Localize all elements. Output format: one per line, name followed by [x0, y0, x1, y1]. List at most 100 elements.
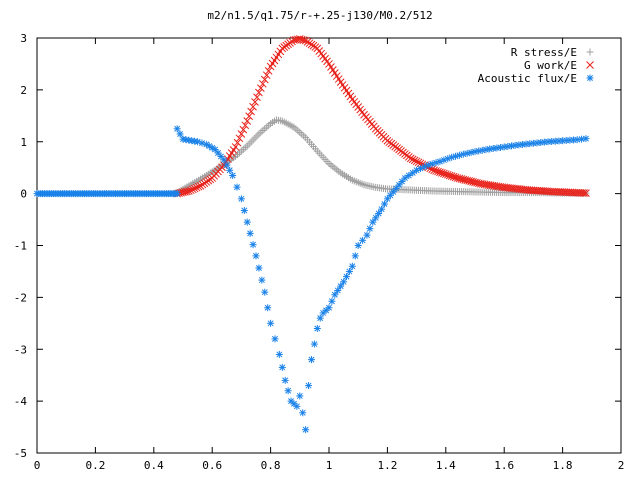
data-point [348, 262, 356, 270]
data-point [173, 190, 181, 198]
data-point [255, 264, 263, 272]
y-tick-label: -4 [14, 395, 28, 408]
legend-label: Acoustic flux/E [478, 72, 577, 85]
data-point [176, 130, 184, 138]
data-point [284, 387, 292, 395]
data-point [354, 242, 362, 249]
y-tick-label: -1 [14, 240, 27, 253]
data-point [369, 218, 377, 226]
data-point [190, 184, 199, 193]
data-point [231, 143, 240, 151]
data-point [249, 241, 257, 249]
data-point [243, 117, 252, 125]
series-3 [33, 190, 181, 198]
data-point [251, 98, 259, 106]
data-point [296, 392, 304, 400]
data-point [405, 171, 413, 179]
data-point [401, 174, 409, 182]
data-point [294, 127, 302, 135]
x-tick-label: 0.8 [261, 459, 281, 472]
data-point [327, 161, 335, 169]
data-point [278, 363, 286, 371]
data-point [241, 121, 250, 130]
data-point [307, 356, 315, 364]
data-point [261, 125, 269, 133]
data-point [578, 135, 586, 143]
data-point [264, 67, 273, 75]
x-tick-label: 1.8 [553, 459, 573, 472]
data-point [372, 214, 380, 222]
data-point [410, 156, 419, 165]
y-tick-label: -5 [14, 447, 27, 460]
data-point [345, 267, 353, 275]
data-point [241, 144, 249, 152]
data-point [260, 75, 269, 84]
data-point [261, 288, 269, 296]
data-point [262, 71, 271, 80]
data-point [343, 273, 351, 281]
data-point [331, 164, 339, 172]
data-point [331, 291, 339, 299]
data-point [366, 225, 374, 233]
data-point [264, 304, 272, 312]
data-point [243, 218, 251, 226]
data-point [233, 183, 241, 191]
data-point [252, 252, 260, 260]
chart-marks [33, 35, 590, 434]
data-point [258, 79, 267, 88]
data-point [249, 102, 257, 111]
data-point [398, 178, 406, 186]
data-point [281, 376, 289, 384]
data-point [188, 185, 197, 194]
y-tick-label: 3 [20, 32, 27, 45]
x-tick-label: 0.2 [85, 459, 105, 472]
data-point [194, 138, 202, 146]
x-tick-label: 1.6 [494, 459, 514, 472]
x-tick-label: 0.4 [144, 459, 164, 472]
data-point [351, 252, 359, 260]
data-point [299, 36, 308, 44]
data-point [263, 123, 271, 131]
data-point [205, 142, 213, 150]
data-point [582, 189, 590, 197]
data-point [325, 304, 333, 312]
data-point [412, 157, 421, 166]
data-point [471, 148, 479, 156]
data-point [406, 154, 415, 163]
data-point [300, 132, 308, 140]
data-point [247, 107, 255, 116]
data-point [257, 84, 265, 92]
data-point [414, 158, 423, 167]
legend-marker [586, 74, 594, 82]
data-point [220, 156, 228, 164]
data-point [298, 130, 306, 138]
data-point [333, 166, 341, 174]
chart-title: m2/n1.5/q1.75/r-+.25-j130/M0.2/512 [207, 9, 432, 22]
series-0 [173, 116, 590, 197]
data-point [255, 88, 263, 97]
data-point [296, 128, 304, 136]
data-point [245, 112, 254, 121]
data-point [340, 278, 348, 286]
data-point [408, 155, 417, 164]
x-tick-label: 0.6 [202, 459, 222, 472]
data-point [310, 340, 318, 348]
axes: 0 0.2 0.4 0.6 0.8 1 1.2 1.4 1.6 1.8 2 3 2 1 0 -1 -2 -3 -4 -… [14, 32, 625, 472]
data-point [173, 125, 181, 133]
data-point [237, 195, 245, 203]
legend-marker [586, 61, 594, 69]
data-point [229, 171, 237, 179]
data-point [267, 319, 275, 327]
data-point [237, 130, 246, 138]
data-point [275, 350, 283, 358]
data-point [329, 163, 337, 171]
plot-frame [36, 37, 622, 454]
legend-label: R stress/E [511, 46, 577, 59]
data-point [380, 200, 388, 208]
x-tick-label: 1.4 [436, 459, 456, 472]
data-point [359, 236, 367, 244]
data-point [375, 210, 383, 218]
data-point [192, 183, 201, 192]
data-point [258, 276, 266, 284]
